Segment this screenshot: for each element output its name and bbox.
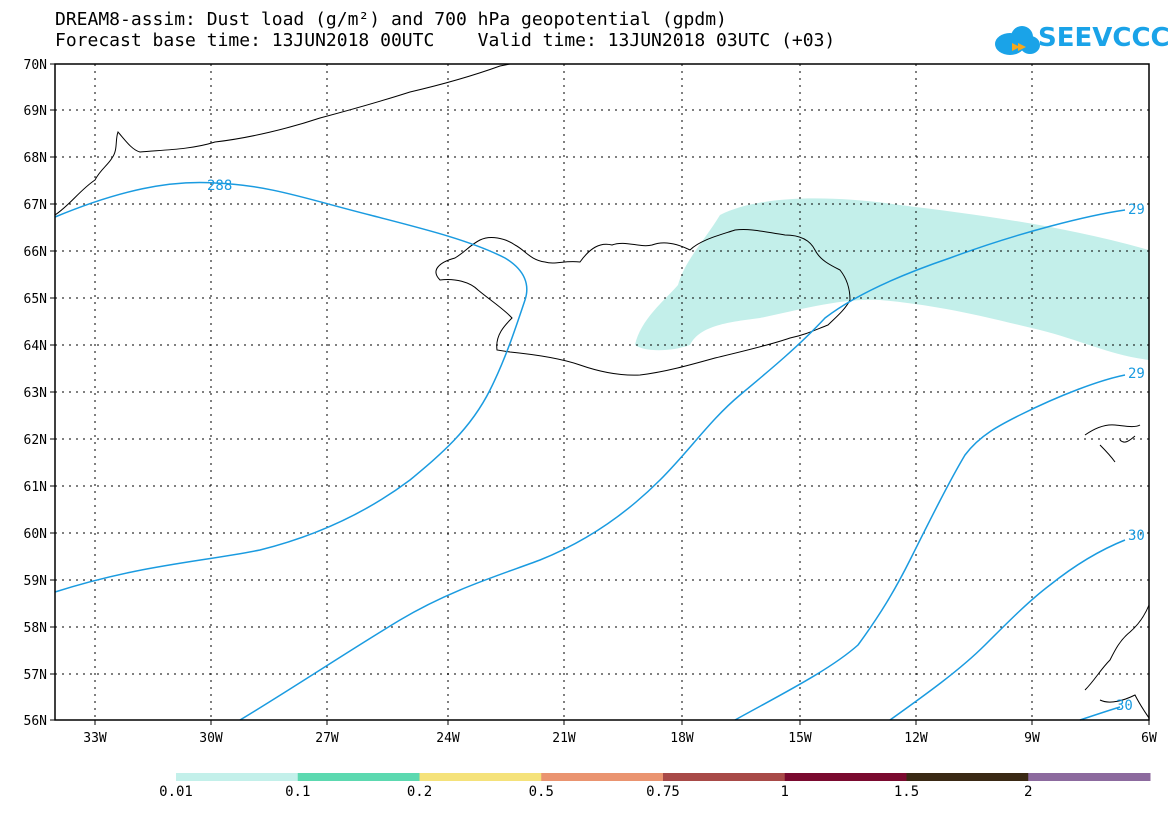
- seevccc-logo: [995, 26, 1040, 55]
- lat-label-69n: 69N: [24, 104, 47, 119]
- lat-label-60n: 60N: [24, 527, 47, 542]
- colorbar-label-6: 1.5: [893, 784, 920, 800]
- lat-label-56n: 56N: [24, 714, 47, 729]
- lat-label-70n: 70N: [24, 58, 47, 73]
- lat-label-67n: 67N: [24, 198, 47, 213]
- scotland-coast: [1084, 604, 1150, 719]
- lon-label-24w: 24W: [436, 731, 460, 746]
- contour-label-304: 30: [1116, 698, 1133, 714]
- lon-label-27w: 27W: [315, 731, 339, 746]
- colorbar-label-2: 0.2: [406, 784, 433, 800]
- contour-label-296: 29: [1128, 366, 1145, 382]
- colorbar-label-5: 1: [780, 784, 789, 800]
- contour-label-288: 288: [207, 178, 232, 194]
- lon-label-33w: 33W: [83, 731, 107, 746]
- colorbar: [176, 773, 1151, 781]
- colorbar-swatch-0: [176, 773, 299, 781]
- lon-label-21w: 21W: [552, 731, 576, 746]
- lon-label-9w: 9W: [1024, 731, 1040, 746]
- lon-label-18w: 18W: [670, 731, 694, 746]
- contour-288: [54, 181, 528, 593]
- coastlines: [54, 63, 1150, 719]
- lat-label-66n: 66N: [24, 245, 47, 260]
- contour-296: [734, 374, 1126, 721]
- ticks: [50, 63, 1150, 725]
- colorbar-label-7: 2: [1024, 784, 1033, 800]
- dust-load-region: [635, 198, 1149, 360]
- colorbar-swatch-3: [541, 773, 664, 781]
- lat-label-65n: 65N: [24, 292, 47, 307]
- contour-300: [889, 539, 1126, 721]
- contour-304: [1079, 706, 1121, 721]
- lat-label-61n: 61N: [24, 480, 47, 495]
- colorbar-swatch-2: [419, 773, 542, 781]
- iceland-coast: [435, 229, 851, 376]
- colorbar-label-3: 0.5: [528, 784, 554, 800]
- lat-label-62n: 62N: [24, 433, 47, 448]
- colorbar-swatch-1: [297, 773, 420, 781]
- colorbar-label-4: 0.75: [646, 784, 680, 800]
- map-subtitle-times: Forecast base time: 13JUN2018 00UTC Vali…: [55, 30, 836, 51]
- lon-label-12w: 12W: [904, 731, 928, 746]
- lat-label-59n: 59N: [24, 574, 47, 589]
- colorbar-label-0: 0.01: [159, 784, 193, 800]
- lon-label-6w: 6W: [1141, 731, 1157, 746]
- contour-292: [239, 209, 1126, 721]
- colorbar-swatch-6: [906, 773, 1029, 781]
- cloud-icon: [995, 26, 1040, 55]
- colorbar-swatch-5: [784, 773, 907, 781]
- contour-label-300: 30: [1128, 528, 1145, 544]
- logo-text: SEEVCCC: [1038, 23, 1170, 53]
- lat-label-68n: 68N: [24, 151, 47, 166]
- colorbar-label-1: 0.1: [285, 784, 311, 800]
- lat-label-58n: 58N: [24, 621, 47, 636]
- faroe-islands-coast: [1084, 424, 1141, 463]
- colorbar-swatch-7: [1028, 773, 1151, 781]
- colorbar-swatch-4: [663, 773, 786, 781]
- lat-label-63n: 63N: [24, 386, 47, 401]
- graticule: [55, 64, 1149, 720]
- lon-label-30w: 30W: [199, 731, 223, 746]
- map-title: DREAM8-assim: Dust load (g/m²) and 700 h…: [55, 9, 727, 30]
- lat-label-64n: 64N: [24, 339, 47, 354]
- geopotential-contours: [54, 181, 1126, 721]
- contour-label-292: 29: [1128, 202, 1145, 218]
- greenland-coast: [54, 63, 511, 216]
- lat-label-57n: 57N: [24, 668, 47, 683]
- lon-label-15w: 15W: [788, 731, 812, 746]
